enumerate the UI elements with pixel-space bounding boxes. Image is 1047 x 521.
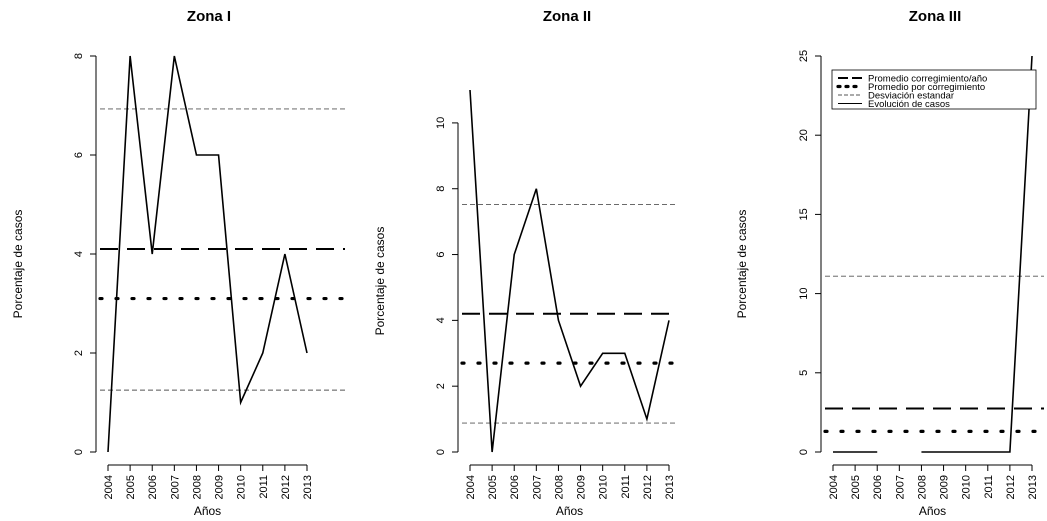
y-tick-label: 4: [435, 317, 447, 323]
legend-label: Promedio por corregimiento: [868, 82, 985, 93]
y-tick-label: 10: [435, 117, 447, 129]
y-tick-label: 8: [435, 186, 447, 192]
series-line-evolucion: [469, 89, 670, 453]
x-axis-title: Años: [194, 504, 221, 518]
y-tick-label: 5: [798, 370, 810, 376]
x-tick-label: 2007: [169, 475, 181, 499]
y-tick-label: 25: [798, 50, 810, 62]
y-tick-label: 10: [798, 287, 810, 299]
y-tick-label: 4: [73, 251, 85, 257]
y-axis-title: Porcentaje de casos: [735, 210, 749, 319]
x-tick-label: 2005: [125, 475, 137, 499]
panel-3: Zona III 0 5 10 15 20 25 2004 2005 2006 2007 2008 20…: [735, 8, 1046, 518]
y-tick-label: 6: [435, 251, 447, 257]
chart-title: Zona III: [909, 8, 962, 25]
panel-2: Zona II 0 2 4 6 8 10 2004 2005 2006 2007 2008 2009 20…: [373, 8, 680, 518]
x-tick-label: 2007: [531, 475, 543, 499]
legend-label: Promedio corregimiento/año: [868, 74, 987, 85]
x-tick-label: 2008: [553, 475, 565, 499]
x-tick-label: 2009: [576, 475, 588, 499]
y-tick-label: 0: [798, 449, 810, 455]
x-tick-label: 2012: [642, 475, 654, 499]
chart-title: Zona II: [543, 8, 591, 25]
y-tick-label: 6: [73, 152, 85, 158]
panel-1: Zona I 0 2 4 6 8 2004 2005 2006 2007 2008 2009 2010 2…: [11, 8, 347, 518]
x-axis-title: Años: [556, 504, 583, 518]
x-tick-label: 2009: [939, 475, 951, 499]
x-tick-label: 2013: [1027, 475, 1039, 499]
y-tick-label: 20: [798, 129, 810, 141]
x-tick-label: 2011: [620, 475, 632, 499]
x-tick-label: 2012: [280, 475, 292, 499]
y-axis-title: Porcentaje de casos: [11, 210, 25, 319]
x-tick-label: 2008: [191, 475, 203, 499]
x-tick-label: 2006: [147, 475, 159, 499]
x-tick-label: 2009: [214, 475, 226, 499]
y-tick-label: 2: [435, 383, 447, 389]
series-line-evolucion: [107, 55, 308, 453]
x-tick-label: 2004: [828, 475, 840, 499]
x-tick-label: 2010: [598, 475, 610, 499]
x-tick-label: 2011: [983, 475, 995, 499]
chart-title: Zona I: [187, 8, 231, 25]
x-tick-label: 2006: [872, 475, 884, 499]
x-tick-label: 2010: [961, 475, 973, 499]
y-tick-label: 0: [73, 449, 85, 455]
x-tick-label: 2004: [465, 475, 477, 499]
x-axis-title: Años: [919, 504, 946, 518]
x-tick-label: 2005: [850, 475, 862, 499]
y-tick-label: 15: [798, 208, 810, 220]
y-axis-title: Porcentaje de casos: [373, 227, 387, 336]
x-tick-label: 2005: [487, 475, 499, 499]
series-line-evolucion: [921, 55, 1033, 453]
x-tick-label: 2006: [509, 475, 521, 499]
x-tick-label: 2010: [236, 475, 248, 499]
x-tick-label: 2013: [302, 475, 314, 499]
x-tick-label: 2012: [1005, 475, 1017, 499]
y-tick-label: 8: [73, 53, 85, 59]
x-tick-label: 2007: [894, 475, 906, 499]
legend-label: Desviación estandar: [868, 91, 954, 102]
x-tick-label: 2008: [916, 475, 928, 499]
x-tick-label: 2013: [664, 475, 676, 499]
x-tick-label: 2004: [103, 475, 115, 499]
y-tick-label: 0: [435, 449, 447, 455]
legend-box: [831, 69, 1037, 110]
y-tick-label: 2: [73, 350, 85, 356]
x-tick-label: 2011: [258, 475, 270, 499]
legend-label: Evolución de casos: [868, 99, 950, 110]
